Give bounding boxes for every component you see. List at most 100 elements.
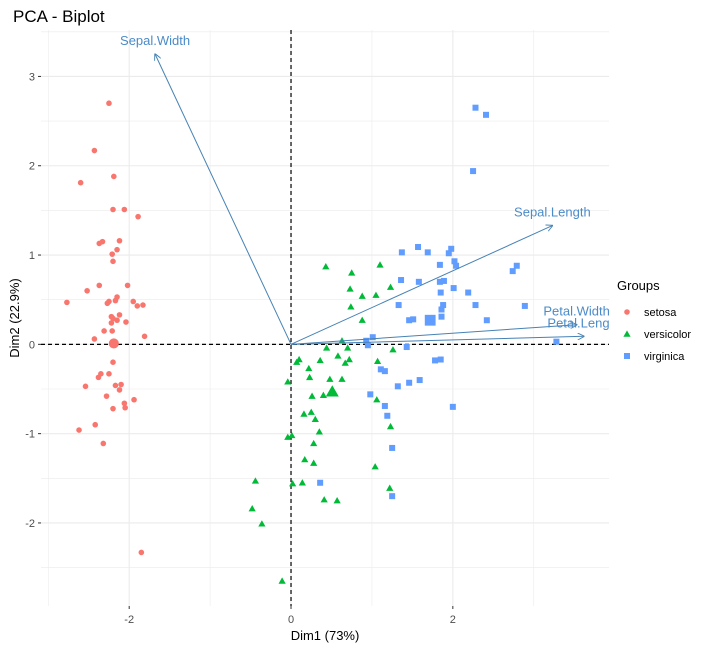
versicolor-point <box>347 303 355 310</box>
versicolor-point <box>338 337 346 344</box>
legend-key-setosa <box>624 309 630 315</box>
virginica-point <box>410 316 417 323</box>
virginica-point <box>470 168 477 175</box>
versicolor-point <box>316 356 324 364</box>
setosa-point <box>106 100 112 107</box>
setosa-point <box>141 333 148 340</box>
virginica-point <box>363 337 370 344</box>
versicolor-point <box>320 496 328 503</box>
versicolor-point <box>346 285 354 292</box>
setosa-point <box>64 299 70 306</box>
y-tick-label: 1 <box>29 250 35 262</box>
virginica-point <box>438 313 445 320</box>
setosa-point <box>112 382 119 389</box>
setosa-point <box>92 421 99 428</box>
virginica-point <box>453 262 460 269</box>
legend-label: setosa <box>644 307 677 319</box>
versicolor-point <box>288 431 296 439</box>
virginica-point <box>398 277 405 284</box>
versicolor-point <box>348 269 356 276</box>
reference-lines <box>41 30 609 606</box>
versicolor-point <box>258 520 266 527</box>
versicolor-point <box>358 292 366 299</box>
setosa-mean-point <box>108 338 119 349</box>
virginica-point <box>317 479 324 486</box>
y-tick-label: 3 <box>29 71 35 83</box>
variable-arrow <box>291 336 584 345</box>
y-tick-label: -2 <box>25 518 35 530</box>
setosa-point <box>109 251 116 257</box>
variable-arrow <box>290 226 552 345</box>
virginica-point <box>398 249 405 256</box>
virginica-point <box>438 306 445 313</box>
versicolor-point <box>386 484 394 491</box>
virginica-point <box>448 245 455 252</box>
virginica-point <box>449 403 456 410</box>
points <box>64 100 560 584</box>
variable-arrows: Sepal.Width Sepal.Length Petal.WidthPetal.… <box>120 33 609 345</box>
virginica-point <box>483 317 490 324</box>
virginica-point <box>369 334 376 341</box>
versicolor-point <box>344 344 352 351</box>
virginica-point <box>415 244 422 251</box>
variable-label: Sepal.Length <box>514 205 591 220</box>
versicolor-point <box>251 477 260 484</box>
virginica-point <box>437 356 444 363</box>
x-axis-label: Dim1 (73%) <box>291 628 360 643</box>
setosa-point <box>121 400 128 407</box>
virginica-point <box>389 493 396 500</box>
virginica-point <box>432 357 439 364</box>
versicolor-point <box>289 480 297 487</box>
versicolor-point <box>308 392 316 399</box>
setosa-point <box>123 319 129 325</box>
virginica-point <box>406 379 413 386</box>
setosa-point <box>131 396 137 403</box>
versicolor-point <box>310 439 318 447</box>
versicolor-point <box>319 391 327 398</box>
virginica-point <box>437 289 444 296</box>
y-axis-label: Dim2 (22.9%) <box>7 278 22 357</box>
setosa-point <box>106 371 112 377</box>
setosa-point <box>110 359 116 366</box>
versicolor-point <box>376 261 384 268</box>
y-tick-label: 0 <box>29 339 35 351</box>
x-tick-label: 0 <box>288 614 294 626</box>
versicolor-point <box>373 396 381 403</box>
setosa-point <box>82 383 89 390</box>
virginica-point <box>436 278 443 285</box>
grid <box>41 30 609 606</box>
y-tick-label: -1 <box>25 429 35 441</box>
virginica-point <box>440 277 447 284</box>
versicolor-point <box>284 378 292 385</box>
virginica-point <box>465 289 472 296</box>
virginica-point <box>451 258 458 265</box>
setosa-point <box>101 328 107 334</box>
versicolor-point <box>307 408 315 415</box>
virginica-point <box>450 285 457 292</box>
virginica-point <box>394 383 401 390</box>
versicolor-point <box>358 316 366 323</box>
virginica-point <box>377 366 384 373</box>
legend-key-virginica <box>624 353 630 359</box>
axis-ticks: -2 0 2 -2 -1 0 1 2 3 <box>25 71 456 626</box>
setosa-point <box>116 312 123 318</box>
versicolor-point <box>372 291 380 298</box>
versicolor-point <box>305 364 313 372</box>
virginica-point <box>381 368 388 375</box>
setosa-point <box>135 213 141 220</box>
setosa-point <box>118 381 124 388</box>
virginica-point <box>395 302 402 309</box>
versicolor-point <box>300 410 308 417</box>
legend-label: versicolor <box>644 329 691 341</box>
setosa-point <box>77 179 84 186</box>
virginica-point <box>384 412 391 419</box>
versicolor-point <box>389 346 397 353</box>
variable-label: Petal.Width <box>543 304 609 319</box>
setosa-point <box>95 374 102 381</box>
virginica-point <box>403 344 410 351</box>
versicolor-point <box>301 455 309 463</box>
versicolor-point <box>322 263 330 270</box>
setosa-point <box>76 427 82 433</box>
setosa-point <box>116 387 123 393</box>
versicolor-point <box>284 433 292 440</box>
